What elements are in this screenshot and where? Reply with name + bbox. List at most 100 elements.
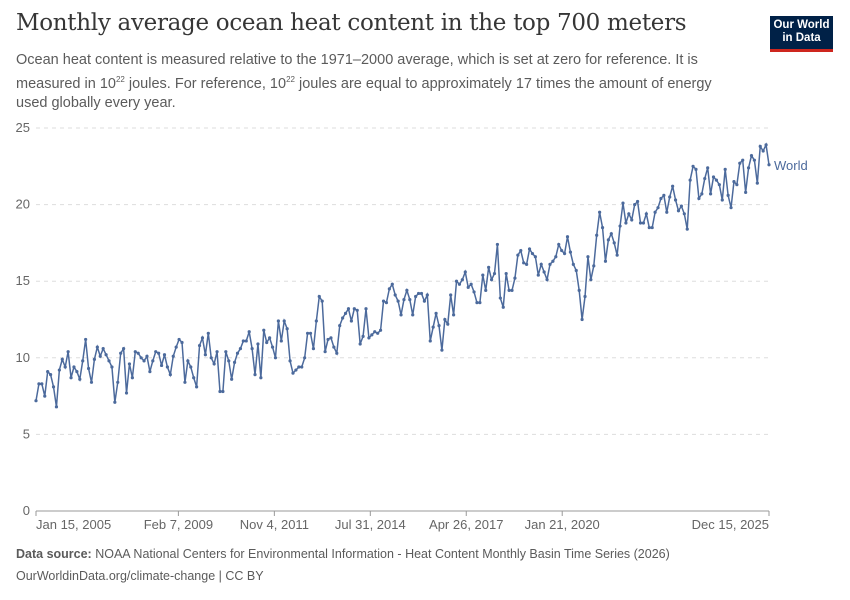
data-point bbox=[209, 356, 213, 360]
data-point bbox=[755, 181, 759, 185]
data-point bbox=[238, 347, 243, 351]
data-point bbox=[554, 255, 558, 259]
data-point bbox=[574, 268, 578, 273]
data-point bbox=[66, 350, 70, 354]
data-point bbox=[516, 253, 520, 257]
data-point bbox=[717, 183, 721, 187]
data-point bbox=[165, 365, 170, 369]
logo-line: Our World bbox=[773, 19, 830, 31]
data-point bbox=[469, 282, 473, 286]
data-point bbox=[329, 336, 333, 340]
data-point bbox=[551, 259, 555, 263]
data-point bbox=[206, 331, 210, 335]
data-point bbox=[542, 270, 546, 274]
x-tick-label: Jul 31, 2014 bbox=[335, 517, 406, 532]
data-point bbox=[478, 301, 482, 305]
chart-title: Monthly average ocean heat content in th… bbox=[16, 10, 687, 36]
data-point bbox=[527, 247, 532, 251]
data-point bbox=[142, 359, 146, 363]
data-point bbox=[603, 259, 608, 263]
owid-logo[interactable]: Our World in Data bbox=[770, 16, 833, 52]
data-point bbox=[688, 178, 692, 182]
data-point bbox=[644, 212, 648, 216]
data-point bbox=[270, 345, 275, 349]
data-point bbox=[697, 196, 701, 201]
data-point bbox=[154, 350, 158, 354]
data-point bbox=[75, 369, 79, 374]
subtitle-text: joules. For reference, 10 bbox=[124, 75, 287, 92]
data-point bbox=[633, 203, 637, 207]
data-point bbox=[589, 278, 593, 282]
data-point bbox=[352, 307, 356, 311]
data-point bbox=[492, 271, 497, 276]
x-tick-label: Nov 4, 2011 bbox=[240, 517, 309, 532]
data-point bbox=[40, 382, 44, 386]
data-point bbox=[396, 299, 400, 303]
data-point bbox=[539, 262, 543, 266]
data-point bbox=[139, 356, 143, 360]
data-point bbox=[641, 221, 646, 225]
data-point bbox=[136, 351, 140, 355]
data-point bbox=[416, 291, 421, 296]
data-point bbox=[437, 324, 441, 328]
subtitle-text: Ocean heat content is measured relative … bbox=[16, 52, 698, 92]
data-point bbox=[116, 380, 120, 384]
data-point bbox=[536, 273, 540, 277]
data-point bbox=[60, 357, 64, 361]
data-point bbox=[212, 362, 216, 366]
data-point bbox=[449, 293, 453, 297]
data-point bbox=[405, 288, 409, 292]
data-point bbox=[57, 368, 61, 372]
data-point bbox=[148, 369, 152, 374]
data-point bbox=[72, 365, 76, 369]
data-point bbox=[346, 307, 351, 311]
data-point bbox=[495, 242, 500, 247]
data-point bbox=[335, 351, 339, 355]
license-link[interactable]: OurWorldinData.org/climate-change | CC B… bbox=[16, 569, 264, 583]
data-point bbox=[326, 337, 330, 342]
data-point bbox=[402, 297, 406, 302]
data-point bbox=[320, 299, 324, 303]
data-point bbox=[151, 359, 155, 363]
data-point bbox=[440, 348, 444, 352]
data-point bbox=[504, 271, 508, 276]
data-point bbox=[338, 324, 342, 328]
data-point bbox=[364, 307, 368, 311]
data-point bbox=[297, 365, 301, 369]
data-point bbox=[107, 359, 111, 363]
data-point bbox=[300, 365, 304, 369]
data-point bbox=[171, 354, 175, 358]
data-point bbox=[232, 360, 237, 364]
data-point bbox=[43, 394, 47, 398]
data-point bbox=[522, 261, 526, 265]
data-point bbox=[256, 342, 260, 346]
data-point bbox=[624, 221, 628, 225]
data-point bbox=[218, 389, 222, 394]
data-point bbox=[659, 196, 663, 201]
data-point bbox=[454, 279, 459, 283]
data-point bbox=[349, 319, 353, 323]
data-point bbox=[711, 175, 716, 179]
data-point bbox=[159, 363, 164, 368]
data-point bbox=[691, 164, 695, 168]
data-point bbox=[738, 161, 742, 165]
data-point bbox=[530, 252, 535, 256]
data-point bbox=[606, 238, 610, 242]
data-point bbox=[498, 296, 502, 300]
data-point bbox=[253, 373, 257, 377]
subtitle-exponent: 22 bbox=[286, 75, 295, 84]
data-point bbox=[656, 206, 660, 210]
data-point bbox=[250, 347, 254, 351]
data-point bbox=[244, 339, 248, 343]
data-source: Data source: NOAA National Centers for E… bbox=[16, 547, 670, 561]
data-point bbox=[192, 376, 196, 380]
data-point bbox=[463, 270, 467, 274]
data-point bbox=[174, 345, 178, 349]
data-point bbox=[355, 308, 359, 312]
data-point bbox=[758, 144, 762, 148]
chart-subtitle: Ocean heat content is measured relative … bbox=[16, 51, 746, 113]
data-point bbox=[51, 385, 56, 389]
data-point bbox=[177, 337, 181, 342]
data-point bbox=[653, 210, 657, 214]
data-point bbox=[647, 225, 651, 230]
